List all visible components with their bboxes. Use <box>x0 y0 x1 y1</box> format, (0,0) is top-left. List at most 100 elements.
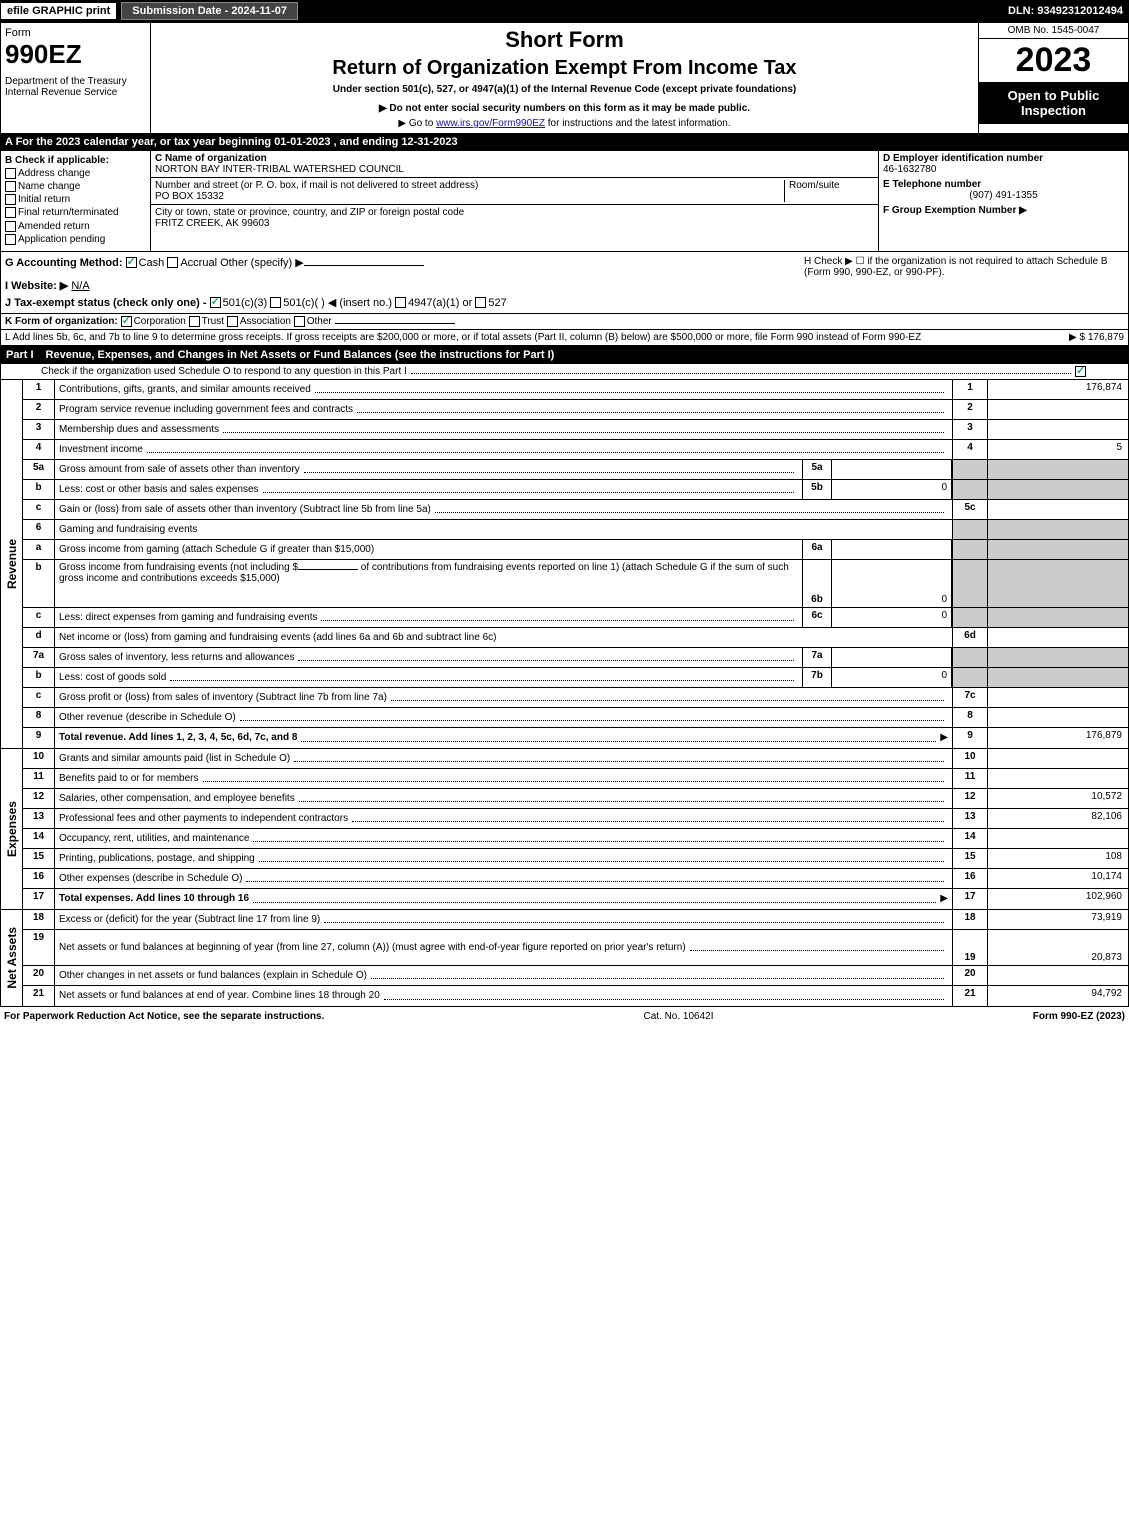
line-17: 17Total expenses. Add lines 10 through 1… <box>23 889 1128 909</box>
group-exemption-row: F Group Exemption Number ▶ <box>879 203 1128 218</box>
line-14: 14Occupancy, rent, utilities, and mainte… <box>23 829 1128 849</box>
city-value: FRITZ CREEK, AK 99603 <box>155 218 270 229</box>
line-7c: cGross profit or (loss) from sales of in… <box>23 688 1128 708</box>
section-l: L Add lines 5b, 6c, and 7b to line 9 to … <box>0 330 1129 346</box>
form-number: 990EZ <box>5 39 146 70</box>
section-g: G Accounting Method: Cash Accrual Other … <box>0 252 1129 314</box>
j-label: J Tax-exempt status (check only one) - <box>5 297 207 309</box>
part1-check-text: Check if the organization used Schedule … <box>41 366 407 377</box>
check-final-return[interactable]: Final return/terminated <box>5 207 146 218</box>
check-schedule-o[interactable] <box>1075 366 1086 377</box>
check-501c[interactable] <box>270 297 281 308</box>
section-h: H Check ▶ ☐ if the organization is not r… <box>804 256 1124 309</box>
expenses-lines: 10Grants and similar amounts paid (list … <box>23 749 1128 909</box>
street-row: Number and street (or P. O. box, if mail… <box>151 178 878 205</box>
main-title: Return of Organization Exempt From Incom… <box>155 57 974 80</box>
line-19: 19Net assets or fund balances at beginni… <box>23 930 1128 966</box>
check-association[interactable] <box>227 316 238 327</box>
ssn-note: ▶ Do not enter social security numbers o… <box>155 103 974 114</box>
check-application-pending[interactable]: Application pending <box>5 234 146 245</box>
line-8: 8Other revenue (describe in Schedule O)8 <box>23 708 1128 728</box>
short-form-title: Short Form <box>155 27 974 53</box>
form-label: Form <box>5 27 146 39</box>
form-header: Form 990EZ Department of the Treasury In… <box>0 22 1129 134</box>
room-label: Room/suite <box>789 180 840 191</box>
netassets-vlabel-col: Net Assets <box>1 910 23 1006</box>
line-6a: aGross income from gaming (attach Schedu… <box>23 540 1128 560</box>
line-12: 12Salaries, other compensation, and empl… <box>23 789 1128 809</box>
revenue-vlabel-col: Revenue <box>1 380 23 748</box>
link-prefix: ▶ Go to <box>398 118 436 129</box>
omb-number: OMB No. 1545-0047 <box>979 23 1128 39</box>
check-name-change[interactable]: Name change <box>5 181 146 192</box>
street-label: Number and street (or P. O. box, if mail… <box>155 180 478 191</box>
line-6: 6Gaming and fundraising events <box>23 520 1128 540</box>
expenses-vlabel-col: Expenses <box>1 749 23 909</box>
header-mid: Short Form Return of Organization Exempt… <box>151 23 978 133</box>
column-c: C Name of organization NORTON BAY INTER-… <box>151 151 878 251</box>
c-name-label: C Name of organization <box>155 153 267 164</box>
tax-year: 2023 <box>979 39 1128 82</box>
org-name: NORTON BAY INTER-TRIBAL WATERSHED COUNCI… <box>155 164 404 175</box>
line-5c: cGain or (loss) from sale of assets othe… <box>23 500 1128 520</box>
netassets-lines: 18Excess or (deficit) for the year (Subt… <box>23 910 1128 1006</box>
check-initial-return[interactable]: Initial return <box>5 194 146 205</box>
line-21: 21Net assets or fund balances at end of … <box>23 986 1128 1006</box>
check-accrual[interactable] <box>167 257 178 268</box>
dln-label: DLN: 93492312012494 <box>1008 5 1129 17</box>
website-row: I Website: ▶ N/A <box>5 279 804 292</box>
line-7a: 7aGross sales of inventory, less returns… <box>23 648 1128 668</box>
line-16: 16Other expenses (describe in Schedule O… <box>23 869 1128 889</box>
line-6b: bGross income from fundraising events (n… <box>23 560 1128 608</box>
netassets-vlabel: Net Assets <box>3 923 21 993</box>
check-4947[interactable] <box>395 297 406 308</box>
part1-header: Part I Revenue, Expenses, and Changes in… <box>0 346 1129 364</box>
section-k: K Form of organization: Corporation Trus… <box>0 314 1129 330</box>
check-other-org[interactable] <box>294 316 305 327</box>
instructions-link: ▶ Go to www.irs.gov/Form990EZ for instru… <box>155 118 974 129</box>
check-corporation[interactable] <box>121 316 132 327</box>
line-13: 13Professional fees and other payments t… <box>23 809 1128 829</box>
b-header: B Check if applicable: <box>5 155 146 166</box>
link-suffix: for instructions and the latest informat… <box>545 118 731 129</box>
line-20: 20Other changes in net assets or fund ba… <box>23 966 1128 986</box>
line-9: 9Total revenue. Add lines 1, 2, 3, 4, 5c… <box>23 728 1128 748</box>
other-specify-input[interactable] <box>304 265 424 266</box>
street-value: PO BOX 15332 <box>155 191 224 202</box>
check-cash[interactable] <box>126 257 137 268</box>
line-5a: 5aGross amount from sale of assets other… <box>23 460 1128 480</box>
check-trust[interactable] <box>189 316 200 327</box>
expenses-section: Expenses 10Grants and similar amounts pa… <box>0 749 1129 910</box>
other-org-input[interactable] <box>335 323 455 324</box>
check-527[interactable] <box>475 297 486 308</box>
line-1: 1Contributions, gifts, grants, and simil… <box>23 380 1128 400</box>
k-label: K Form of organization: <box>5 316 118 327</box>
f-group-label: F Group Exemption Number ▶ <box>883 205 1027 216</box>
line-18: 18Excess or (deficit) for the year (Subt… <box>23 910 1128 930</box>
topbar: efile GRAPHIC print Submission Date - 20… <box>0 0 1129 22</box>
row-a-calendar: A For the 2023 calendar year, or tax yea… <box>0 134 1129 151</box>
e-phone-label: E Telephone number <box>883 179 981 190</box>
efile-label[interactable]: efile GRAPHIC print <box>0 2 117 20</box>
expenses-vlabel: Expenses <box>3 797 21 861</box>
line-7b: bLess: cost of goods sold7b0 <box>23 668 1128 688</box>
check-address-change[interactable]: Address change <box>5 168 146 179</box>
city-label: City or town, state or province, country… <box>155 207 464 218</box>
column-b: B Check if applicable: Address change Na… <box>1 151 151 251</box>
part1-label: Part I <box>6 349 34 361</box>
phone-row: E Telephone number (907) 491-1355 <box>879 177 1128 203</box>
revenue-section: Revenue 1Contributions, gifts, grants, a… <box>0 380 1129 749</box>
department-label: Department of the Treasury Internal Reve… <box>5 76 146 98</box>
submission-date: Submission Date - 2024-11-07 <box>121 2 298 20</box>
check-501c3[interactable] <box>210 297 221 308</box>
line-5b: bLess: cost or other basis and sales exp… <box>23 480 1128 500</box>
header-right: OMB No. 1545-0047 2023 Open to Public In… <box>978 23 1128 133</box>
check-amended-return[interactable]: Amended return <box>5 221 146 232</box>
city-row: City or town, state or province, country… <box>151 205 878 231</box>
g-label: G Accounting Method: <box>5 257 123 269</box>
irs-link[interactable]: www.irs.gov/Form990EZ <box>436 118 545 129</box>
open-to-public: Open to Public Inspection <box>979 82 1128 124</box>
line-11: 11Benefits paid to or for members11 <box>23 769 1128 789</box>
line-4: 4Investment income45 <box>23 440 1128 460</box>
page-footer: For Paperwork Reduction Act Notice, see … <box>0 1007 1129 1026</box>
